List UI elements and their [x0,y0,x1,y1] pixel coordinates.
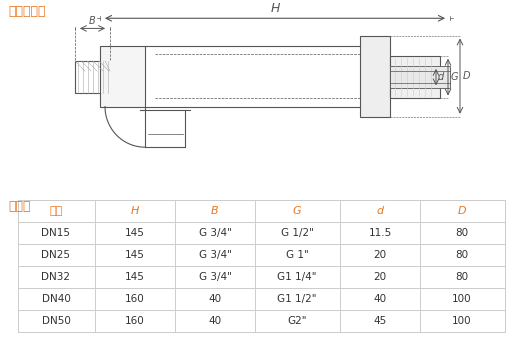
Text: 40: 40 [373,294,386,304]
Text: DN40: DN40 [41,294,71,304]
Text: 45: 45 [373,316,386,326]
Polygon shape [390,56,440,98]
Text: 80: 80 [456,250,469,260]
Text: B: B [211,206,219,216]
Text: G: G [451,72,459,82]
Text: G 3/4": G 3/4" [199,272,232,282]
Polygon shape [360,35,390,117]
Text: G 3/4": G 3/4" [199,228,232,238]
Text: G1 1/2": G1 1/2" [277,294,317,304]
Text: G1 1/4": G1 1/4" [277,272,317,282]
Text: 尺寸表: 尺寸表 [8,200,30,213]
Text: 145: 145 [125,272,145,282]
Text: 規格: 規格 [49,206,63,216]
Text: DN50: DN50 [41,316,71,326]
Text: DN25: DN25 [41,250,71,260]
Text: D: D [458,206,467,216]
Text: 40: 40 [209,316,222,326]
Text: d: d [438,72,444,82]
Text: 20: 20 [373,250,386,260]
Text: G2": G2" [287,316,307,326]
Text: 80: 80 [456,228,469,238]
Text: 80: 80 [456,272,469,282]
Text: 160: 160 [125,294,145,304]
Text: B: B [88,16,95,26]
Text: H: H [131,206,139,216]
Text: G 1": G 1" [286,250,309,260]
Text: 11.5: 11.5 [368,228,392,238]
Text: DN32: DN32 [41,272,71,282]
Text: 100: 100 [452,294,472,304]
Polygon shape [390,66,450,88]
Text: 145: 145 [125,250,145,260]
Text: 100: 100 [452,316,472,326]
Text: d: d [377,206,383,216]
Text: D: D [463,71,471,81]
Polygon shape [100,46,145,106]
Text: DN15: DN15 [41,228,71,238]
Text: 20: 20 [373,272,386,282]
Text: 外型尺寸圖: 外型尺寸圖 [8,5,46,18]
Text: 160: 160 [125,316,145,326]
Text: G 3/4": G 3/4" [199,250,232,260]
Text: G: G [293,206,301,216]
Text: G 1/2": G 1/2" [280,228,313,238]
Text: H: H [270,2,280,15]
Text: 40: 40 [209,294,222,304]
Text: 145: 145 [125,228,145,238]
